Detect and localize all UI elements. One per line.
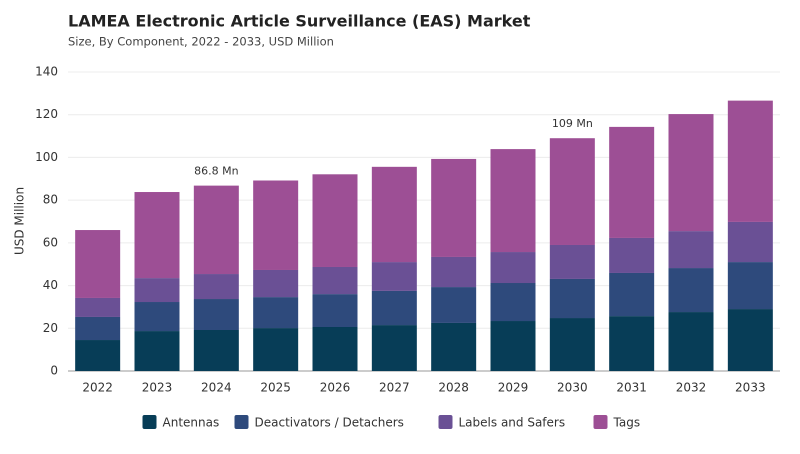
bar-segment <box>193 274 239 300</box>
chart-title: LAMEA Electronic Article Surveillance (E… <box>68 12 531 31</box>
bar-segment <box>490 321 536 371</box>
bar-segment <box>727 221 773 263</box>
bar-segment <box>431 158 477 257</box>
x-tick-label: 2024 <box>201 381 232 395</box>
bar-segment <box>134 302 180 332</box>
legend-swatch <box>438 415 453 429</box>
bar-segment <box>490 252 536 284</box>
x-tick-label: 2025 <box>260 381 291 395</box>
bar-segment <box>312 294 358 328</box>
bar-segment <box>609 316 655 371</box>
bar-segment <box>549 278 595 319</box>
bar-segment <box>193 185 239 275</box>
y-axis-label: USD Million <box>13 187 27 255</box>
annotation: 86.8 Mn <box>194 165 238 178</box>
bar-segment <box>371 262 417 291</box>
x-tick-label: 2030 <box>557 381 588 395</box>
x-tick-label: 2027 <box>379 381 410 395</box>
bar-segment <box>312 174 358 267</box>
x-tick-label: 2031 <box>616 381 647 395</box>
legend-label: Antennas <box>163 416 220 430</box>
x-tick-label: 2028 <box>438 381 469 395</box>
bar-segment <box>609 272 655 317</box>
bar-segment <box>253 180 299 270</box>
bar-segment <box>727 100 773 222</box>
bar-segment <box>371 166 417 263</box>
bar-segment <box>549 244 595 279</box>
y-tick-label: 100 <box>35 150 58 164</box>
bar-segment <box>134 278 180 303</box>
bar-segment <box>609 237 655 273</box>
legend-label: Deactivators / Detachers <box>255 416 404 430</box>
y-tick-label: 60 <box>43 235 58 249</box>
bar-segment <box>609 126 655 238</box>
bar-segment <box>727 309 773 371</box>
bar-segment <box>134 331 180 371</box>
bar-segment <box>75 297 121 317</box>
bar-segment <box>75 316 121 341</box>
bar-segment <box>371 325 417 371</box>
bar-segment <box>193 329 239 371</box>
bar-segment <box>668 268 714 313</box>
legend-swatch <box>593 415 608 429</box>
y-tick-label: 40 <box>43 278 58 292</box>
bar-segment <box>75 230 121 298</box>
y-tick-label: 80 <box>43 193 58 207</box>
annotation: 109 Mn <box>552 117 593 130</box>
bar-segment <box>371 290 417 326</box>
bar-segment <box>549 318 595 371</box>
legend-label: Tags <box>613 416 641 430</box>
y-tick-label: 0 <box>50 364 58 378</box>
bar-segment <box>490 283 536 322</box>
chart-subtitle: Size, By Component, 2022 - 2033, USD Mil… <box>68 35 334 49</box>
bar-segment <box>134 192 180 279</box>
x-tick-label: 2026 <box>320 381 351 395</box>
bar-segment <box>668 231 714 269</box>
bar-segment <box>490 149 536 253</box>
bar-segment <box>253 328 299 371</box>
legend-swatch <box>234 415 249 429</box>
x-tick-label: 2029 <box>498 381 529 395</box>
bar-segment <box>668 312 714 371</box>
bar-segment <box>431 322 477 371</box>
y-tick-label: 140 <box>35 65 58 79</box>
bar-segment <box>75 340 121 371</box>
bar-segment <box>193 299 239 330</box>
bar-segment <box>253 269 299 298</box>
bar-segment <box>668 114 714 232</box>
x-tick-label: 2032 <box>676 381 707 395</box>
bar-segment <box>253 297 299 329</box>
bar-segment <box>431 256 477 288</box>
bar-segment <box>549 138 595 245</box>
x-tick-label: 2033 <box>735 381 766 395</box>
bar-segment <box>312 327 358 371</box>
bar-segment <box>431 287 477 323</box>
legend-label: Labels and Safers <box>459 416 566 430</box>
bar-segment <box>727 262 773 310</box>
x-tick-label: 2023 <box>142 381 173 395</box>
bar-segment <box>312 266 358 295</box>
y-tick-label: 20 <box>43 321 58 335</box>
y-tick-label: 120 <box>35 107 58 121</box>
legend-swatch <box>142 415 157 429</box>
x-tick-label: 2022 <box>82 381 113 395</box>
